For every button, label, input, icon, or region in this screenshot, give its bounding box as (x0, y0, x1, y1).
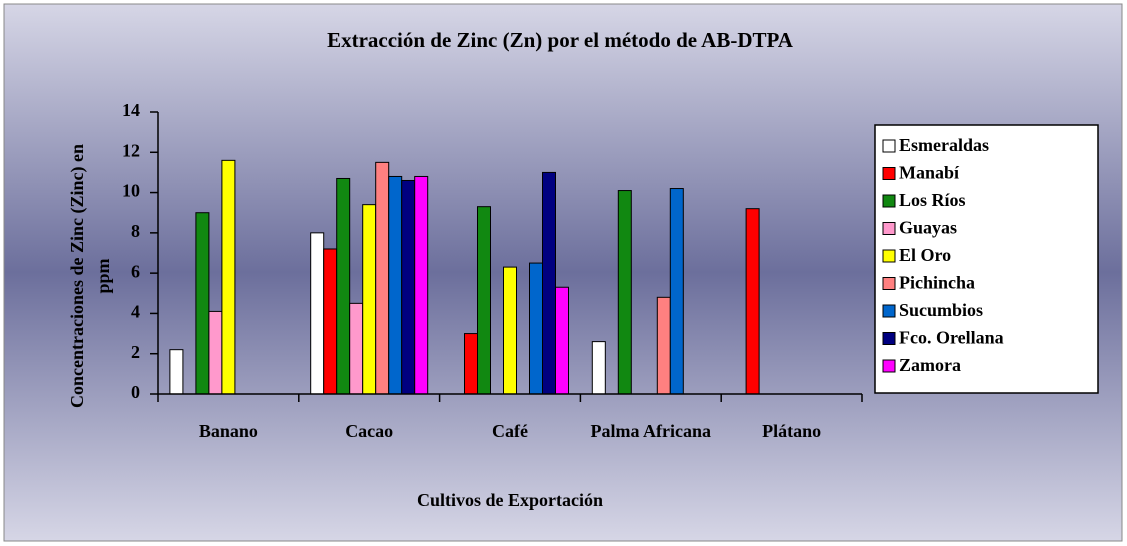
y-tick-label: 4 (131, 302, 140, 322)
legend-swatch (882, 194, 896, 208)
bar (529, 262, 543, 395)
legend-swatch (882, 332, 896, 345)
bar (477, 206, 491, 395)
legend-swatch (882, 249, 896, 263)
y-tick-label: 12 (122, 140, 140, 160)
bar (169, 349, 184, 395)
bar (195, 212, 210, 395)
bar (555, 286, 569, 395)
legend-label: El Oro (899, 245, 951, 265)
bar (362, 204, 377, 395)
legend-label: Guayas (899, 218, 957, 238)
y-tick-label: 2 (131, 342, 140, 362)
bar (591, 341, 606, 395)
bar (336, 177, 351, 395)
x-tick-label: Cacao (345, 421, 394, 441)
legend-swatch (882, 304, 896, 318)
chart-title: Extracción de Zinc (Zn) por el método de… (327, 28, 794, 52)
bar (414, 175, 429, 395)
bar (669, 188, 684, 395)
bar (375, 161, 390, 395)
bar (503, 266, 517, 395)
legend-swatch (882, 277, 896, 290)
x-tick-label: Banano (198, 421, 258, 441)
legend-label: Esmeraldas (899, 135, 989, 155)
x-tick-label: Palma Africana (590, 421, 712, 441)
y-tick-label: 6 (131, 261, 140, 281)
bar (208, 310, 223, 395)
legend-swatch (882, 222, 896, 235)
bar (464, 333, 478, 395)
legend-swatch (882, 167, 896, 180)
legend-swatch (882, 359, 896, 373)
x-axis-label: Cultivos de Exportación (417, 490, 603, 510)
bar (656, 296, 671, 395)
legend-label: Fco. Orellana (899, 328, 1004, 348)
legend-swatch (882, 139, 896, 153)
legend-label: Zamora (899, 355, 961, 375)
bar (323, 248, 338, 395)
y-tick-label: 14 (122, 100, 140, 120)
legend (874, 124, 1099, 394)
bar (221, 159, 236, 395)
legend-label: Manabí (899, 163, 960, 183)
y-tick-label: 10 (122, 181, 140, 201)
x-tick-label: Café (492, 421, 528, 441)
bar (388, 175, 403, 395)
y-tick-label: 0 (131, 382, 140, 402)
bar (310, 232, 325, 395)
legend-label: Los Ríos (899, 190, 966, 210)
legend-label: Sucumbios (899, 300, 983, 320)
bar (745, 208, 760, 395)
bar (617, 190, 632, 395)
bar (349, 302, 364, 395)
bar (542, 171, 556, 395)
x-tick-label: Plátano (762, 421, 822, 441)
y-tick-label: 8 (131, 221, 140, 241)
bar (401, 179, 416, 395)
legend-label: Pichincha (899, 273, 975, 293)
y-axis-label: Concentraciones de Zinc (Zinc) en ppm (67, 144, 113, 408)
